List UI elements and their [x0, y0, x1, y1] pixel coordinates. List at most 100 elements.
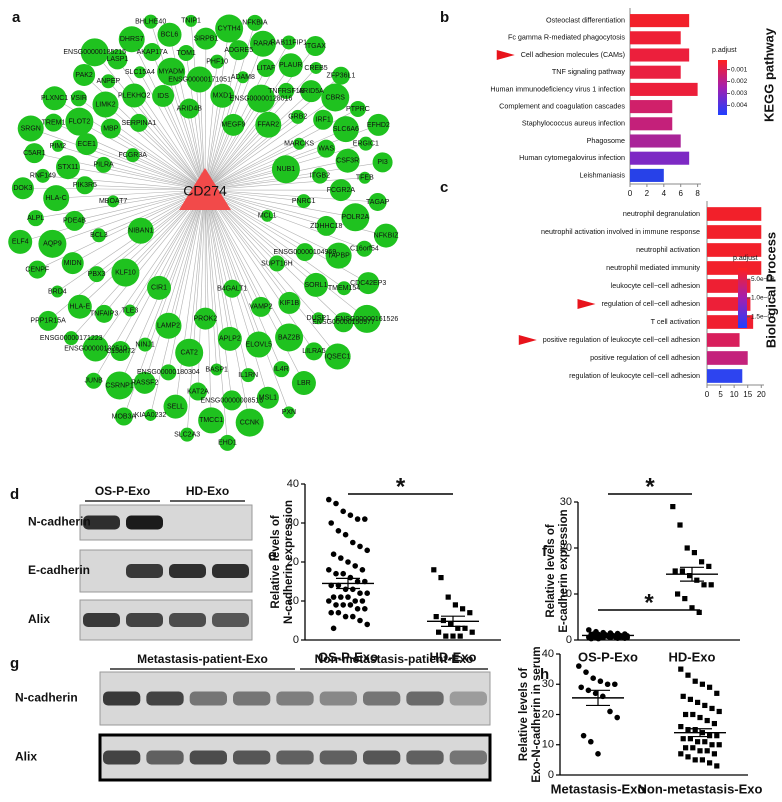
node-label: HLA-E [70, 304, 91, 311]
data-point [330, 625, 337, 632]
node [358, 171, 371, 184]
node [144, 408, 157, 421]
node [152, 84, 175, 107]
bar [707, 243, 762, 257]
band [449, 750, 487, 765]
edge [132, 154, 206, 191]
data-point [359, 567, 366, 573]
edge [204, 189, 231, 339]
data-point [467, 610, 473, 616]
node-label: NUB1 [277, 166, 296, 173]
band [363, 691, 401, 706]
node [188, 382, 207, 401]
data-point [707, 733, 713, 739]
node [107, 195, 120, 208]
y-tick-label: 40 [542, 648, 554, 660]
node-label: CREB5 [304, 65, 327, 72]
data-point [696, 609, 702, 615]
data-point [714, 733, 720, 739]
band [83, 613, 120, 627]
node-label: SLC2A3 [174, 432, 200, 439]
node-label: EHD1 [218, 440, 237, 447]
node-label: TLE3 [122, 307, 139, 314]
node [95, 304, 114, 323]
data-point [345, 594, 351, 600]
node-label: ZFP36L1 [327, 73, 356, 80]
node [147, 275, 172, 300]
node-label: KAT2A [187, 388, 209, 395]
node-label: APLP2 [219, 336, 241, 343]
edge [204, 90, 312, 191]
node-label: PIM2 [50, 143, 66, 150]
node [180, 427, 195, 442]
edge [204, 143, 300, 191]
node-label: CENPF [25, 266, 49, 273]
node-label: POLR2A [342, 214, 370, 221]
data-point [707, 760, 713, 766]
node-label: ADGRE5 [224, 47, 253, 54]
category-label: T cell activation [651, 317, 700, 326]
node-label: TMEM154 [328, 285, 360, 292]
edge [74, 189, 206, 222]
edge [204, 116, 298, 191]
data-point [694, 577, 700, 583]
band [126, 613, 163, 627]
node-label: LAMP2 [157, 323, 180, 330]
category-label: Phagosome [587, 136, 625, 145]
node [290, 109, 305, 124]
bar [630, 65, 681, 79]
node-label: EFHD2 [367, 122, 390, 129]
node-label: ENSG00000185215 [63, 49, 126, 56]
node-label: MEGF9 [221, 122, 245, 129]
node-label: ENSG00000161526 [336, 316, 399, 323]
node-label: ENSG00000171051 [168, 76, 231, 83]
bar [707, 333, 740, 347]
edge [204, 189, 338, 357]
node [311, 167, 328, 184]
node-label: ENSG00000150977 [312, 319, 375, 326]
node [210, 54, 225, 69]
significance-label: * [645, 473, 655, 500]
node-label: FCGR3A [119, 152, 148, 159]
node-label: ENSG00000171223 [40, 335, 103, 342]
node [247, 84, 276, 113]
edge [133, 95, 206, 191]
data-point [352, 598, 359, 604]
edge [168, 189, 206, 326]
node [133, 371, 156, 394]
panel-letter: e [268, 547, 276, 564]
data-point [357, 543, 363, 550]
category-label: neutrophil activation involved in immune… [541, 227, 700, 236]
node [349, 100, 366, 117]
node [38, 229, 67, 258]
band [189, 691, 227, 706]
edge [103, 189, 206, 315]
data-point [708, 582, 714, 588]
bar [707, 369, 743, 383]
node-label: SELL [167, 403, 184, 410]
data-point [335, 609, 342, 616]
band [363, 750, 401, 765]
category-label: Fc gamma R-mediated phagocytosis [508, 33, 625, 42]
node [372, 152, 393, 173]
panel-letter: b [440, 9, 449, 26]
data-point [340, 570, 347, 577]
data-point [433, 614, 439, 620]
node [367, 113, 390, 136]
colorbar-tick-label: 0.002 [731, 78, 748, 85]
data-point [330, 594, 337, 600]
data-point [357, 590, 363, 596]
node-label: TNFRSF1B [268, 88, 305, 95]
node-label: LITAF [257, 65, 276, 72]
data-point [678, 666, 684, 672]
y-tick-label: 0 [548, 769, 554, 781]
node [73, 63, 96, 86]
nodes [8, 14, 399, 451]
node [337, 281, 352, 296]
edge [67, 166, 206, 191]
edge [204, 148, 327, 191]
edge [204, 189, 290, 338]
edge [139, 72, 206, 191]
data-point [690, 745, 696, 751]
category-label: neutrophil activation [636, 245, 700, 254]
